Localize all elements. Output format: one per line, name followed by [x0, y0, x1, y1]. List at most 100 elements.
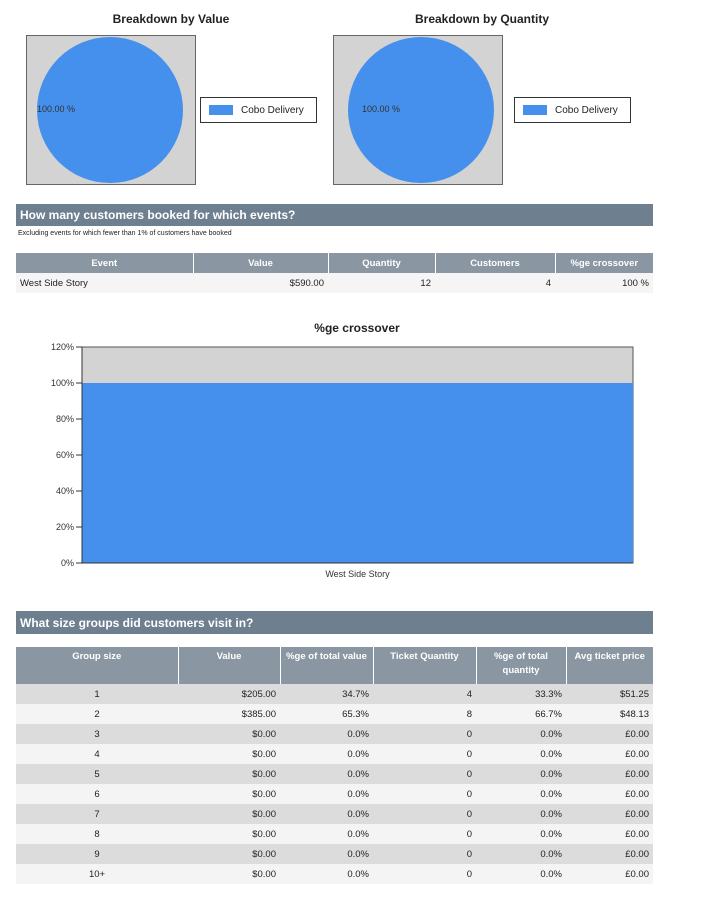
table-row: 2 $385.00 65.3% 8 66.7% $48.13 — [16, 704, 653, 724]
groups-header-pct-quantity: %ge of total quantity — [475, 647, 566, 684]
chart-title: %ge crossover — [314, 321, 400, 335]
group-quantity: 0 — [373, 744, 476, 764]
group-quantity: 0 — [373, 864, 476, 884]
events-header-quantity: Quantity — [327, 253, 435, 273]
group-value: $0.00 — [178, 824, 280, 844]
event-value: $590.00 — [193, 273, 328, 293]
pie-value-legend: Cobo Delivery — [200, 97, 317, 123]
group-size: 5 — [16, 764, 178, 784]
group-pct-value: 0.0% — [280, 764, 373, 784]
table-row: 7 $0.00 0.0% 0 0.0% £0.00 — [16, 804, 653, 824]
events-section-note: Excluding events for which fewer than 1%… — [18, 230, 232, 237]
chart-y-tick-label: 120% — [51, 342, 74, 352]
groups-header-pct-value: %ge of total value — [279, 647, 373, 684]
event-quantity: 12 — [328, 273, 435, 293]
legend-swatch — [523, 105, 547, 115]
groups-table-header: Group size Value %ge of total value Tick… — [16, 647, 653, 684]
pie-quantity-slice-label: 100.00 % — [362, 104, 401, 114]
group-quantity: 0 — [373, 824, 476, 844]
chart-y-tick-label: 100% — [51, 378, 74, 388]
pie-quantity-slice — [348, 37, 494, 183]
group-size: 3 — [16, 724, 178, 744]
group-size: 9 — [16, 844, 178, 864]
table-row: West Side Story $590.00 12 4 100 % — [16, 273, 653, 293]
table-row: 6 $0.00 0.0% 0 0.0% £0.00 — [16, 784, 653, 804]
events-table: Event Value Quantity Customers %ge cross… — [16, 253, 653, 293]
group-pct-quantity: 0.0% — [476, 804, 566, 824]
group-quantity: 0 — [373, 764, 476, 784]
group-avg-price: £0.00 — [566, 824, 653, 844]
group-pct-quantity: 0.0% — [476, 724, 566, 744]
group-quantity: 0 — [373, 784, 476, 804]
events-header-value: Value — [192, 253, 328, 273]
events-section-header: How many customers booked for which even… — [16, 204, 653, 226]
event-name: West Side Story — [16, 273, 193, 293]
groups-header-value: Value — [177, 647, 280, 684]
group-pct-value: 0.0% — [280, 824, 373, 844]
group-size: 1 — [16, 684, 178, 704]
group-avg-price: £0.00 — [566, 844, 653, 864]
group-avg-price: £0.00 — [566, 804, 653, 824]
group-pct-value: 0.0% — [280, 724, 373, 744]
table-row: 3 $0.00 0.0% 0 0.0% £0.00 — [16, 724, 653, 744]
group-quantity: 0 — [373, 844, 476, 864]
group-avg-price: $51.25 — [566, 684, 653, 704]
pie-quantity-title: Breakdown by Quantity — [414, 12, 550, 26]
group-size: 10+ — [16, 864, 178, 884]
group-quantity: 4 — [373, 684, 476, 704]
chart-y-tick-label: 20% — [56, 522, 74, 532]
groups-header-size: Group size — [16, 647, 178, 684]
group-pct-value: 34.7% — [280, 684, 373, 704]
group-size: 4 — [16, 744, 178, 764]
legend-label: Cobo Delivery — [241, 104, 304, 116]
group-value: $0.00 — [178, 804, 280, 824]
group-pct-quantity: 0.0% — [476, 784, 566, 804]
group-pct-value: 0.0% — [280, 784, 373, 804]
table-row: 9 $0.00 0.0% 0 0.0% £0.00 — [16, 844, 653, 864]
legend-swatch — [209, 105, 233, 115]
group-quantity: 8 — [373, 704, 476, 724]
pie-value-title: Breakdown by Value — [112, 12, 230, 26]
group-size: 7 — [16, 804, 178, 824]
pie-value-slice-label: 100.00 % — [37, 104, 76, 114]
group-pct-quantity: 0.0% — [476, 864, 566, 884]
table-row: 5 $0.00 0.0% 0 0.0% £0.00 — [16, 764, 653, 784]
group-size: 6 — [16, 784, 178, 804]
pie-quantity-chart: 100.00 % — [333, 35, 503, 185]
group-avg-price: $48.13 — [566, 704, 653, 724]
group-value: $0.00 — [178, 724, 280, 744]
groups-header-quantity: Ticket Quantity — [372, 647, 476, 684]
chart-bar — [82, 383, 633, 563]
chart-y-tick-label: 40% — [56, 486, 74, 496]
group-avg-price: £0.00 — [566, 724, 653, 744]
group-pct-value: 0.0% — [280, 864, 373, 884]
group-pct-value: 65.3% — [280, 704, 373, 724]
group-value: $0.00 — [178, 784, 280, 804]
groups-header-avg-price: Avg ticket price — [565, 647, 653, 684]
group-value: $385.00 — [178, 704, 280, 724]
group-pct-quantity: 66.7% — [476, 704, 566, 724]
table-row: 4 $0.00 0.0% 0 0.0% £0.00 — [16, 744, 653, 764]
table-row: 1 $205.00 34.7% 4 33.3% $51.25 — [16, 684, 653, 704]
group-pct-value: 0.0% — [280, 804, 373, 824]
groups-section-header: What size groups did customers visit in? — [16, 611, 653, 634]
group-avg-price: £0.00 — [566, 744, 653, 764]
chart-x-tick-label: West Side Story — [325, 569, 390, 579]
events-table-header: Event Value Quantity Customers %ge cross… — [16, 253, 653, 273]
chart-y-tick-label: 60% — [56, 450, 74, 460]
group-pct-quantity: 0.0% — [476, 824, 566, 844]
group-value: $0.00 — [178, 764, 280, 784]
group-pct-quantity: 0.0% — [476, 744, 566, 764]
chart-y-tick-label: 0% — [61, 558, 74, 568]
events-header-event: Event — [16, 253, 193, 273]
group-avg-price: £0.00 — [566, 764, 653, 784]
group-value: $0.00 — [178, 864, 280, 884]
chart-y-tick-label: 80% — [56, 414, 74, 424]
group-size: 2 — [16, 704, 178, 724]
events-header-customers: Customers — [434, 253, 555, 273]
group-pct-value: 0.0% — [280, 844, 373, 864]
legend-label: Cobo Delivery — [555, 104, 618, 116]
pie-value-slice — [37, 37, 183, 183]
pie-quantity-legend: Cobo Delivery — [514, 97, 631, 123]
group-size: 8 — [16, 824, 178, 844]
